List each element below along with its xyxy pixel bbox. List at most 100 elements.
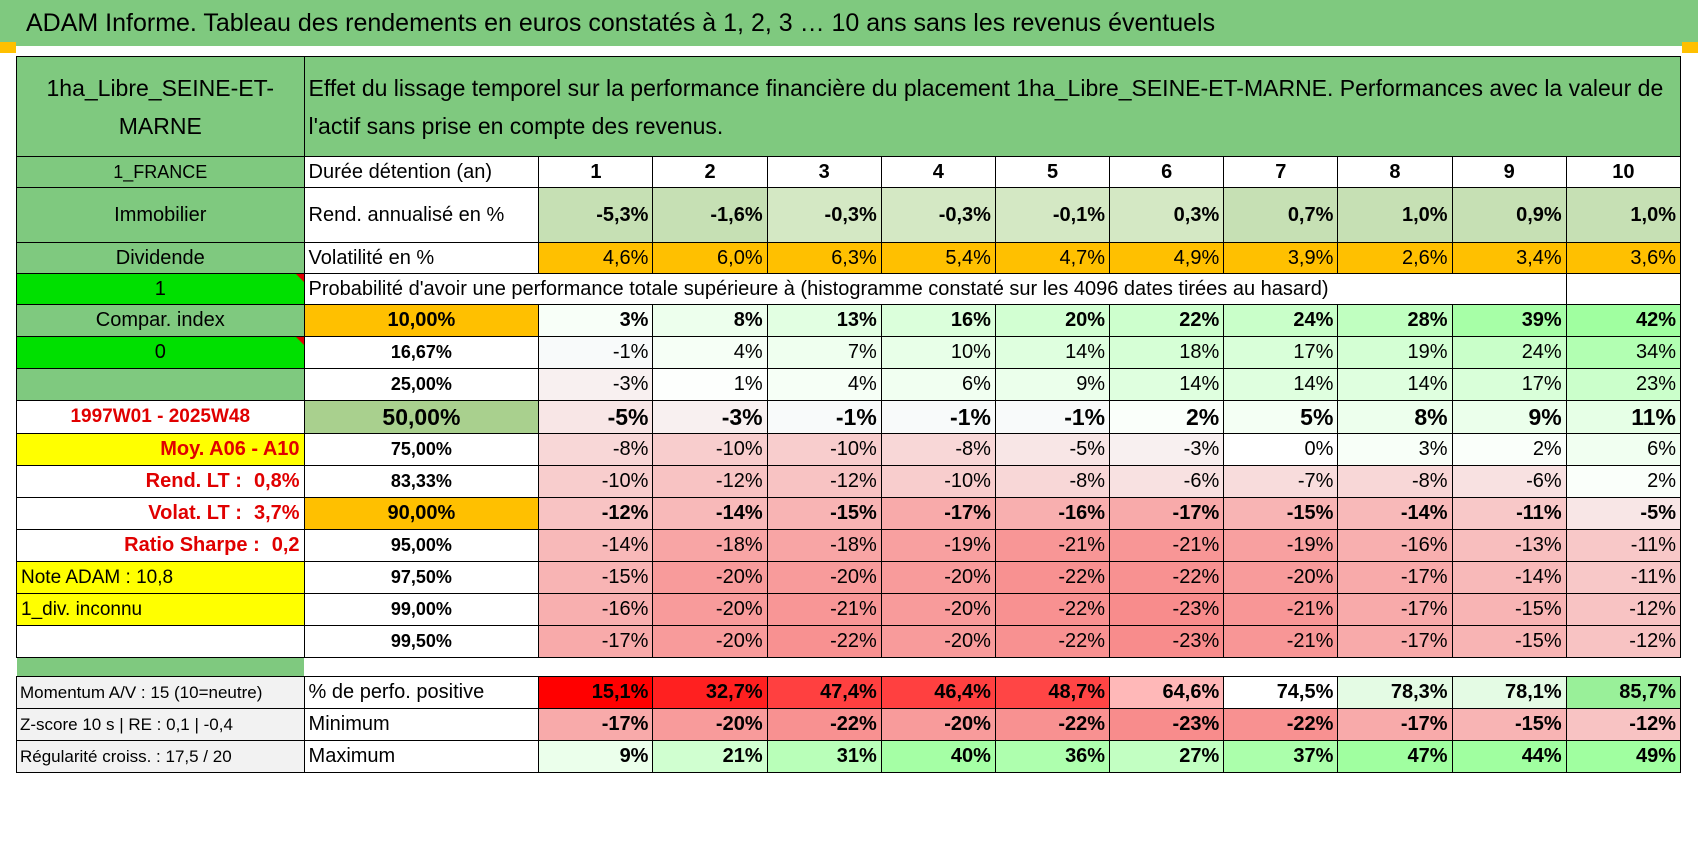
year-header: 1 [538, 156, 654, 188]
percentile-label: 99,50% [303, 625, 540, 658]
percentile-value: -17% [1337, 625, 1453, 658]
percentile-value: 1% [652, 368, 768, 401]
minimum-label: Minimum [303, 708, 540, 741]
rend-value: -0,1% [994, 187, 1111, 243]
percentile-value: -8% [880, 433, 996, 466]
percentile-value: 0% [1223, 433, 1339, 466]
percentile-value: 4% [766, 368, 882, 401]
percentile-value: -21% [1223, 593, 1339, 626]
percentile-value: -20% [652, 625, 768, 658]
percentile-value: -17% [1109, 497, 1225, 530]
percentile-value: 14% [1223, 368, 1339, 401]
vol-value: 5,4% [880, 242, 996, 274]
percentile-value: -17% [1337, 593, 1453, 626]
percentile-value: 22% [1109, 304, 1225, 337]
percentile-value: -21% [766, 593, 882, 626]
percentile-value: -12% [652, 465, 768, 498]
positive-pct-value: 46,4% [880, 676, 996, 709]
percentile-value: -14% [1451, 561, 1567, 594]
maximum-value: 27% [1109, 740, 1225, 773]
minimum-value: -23% [1109, 708, 1225, 741]
percentile-label: 25,00% [303, 368, 540, 401]
percentile-value: -16% [1337, 529, 1453, 562]
maximum-value: 9% [538, 740, 654, 773]
maximum-value: 21% [652, 740, 768, 773]
compar-index-label: Compar. index [16, 304, 305, 337]
positive-pct-label: % de perfo. positive [303, 676, 540, 709]
percentile-label: 10,00% [303, 304, 540, 337]
percentile-value: -5% [994, 433, 1111, 466]
rend-value: -1,6% [652, 187, 768, 243]
percentile-value: -5% [1565, 497, 1682, 530]
percentile-value: -10% [880, 465, 996, 498]
percentile-value: -17% [538, 625, 654, 658]
percentile-label: 75,00% [303, 433, 540, 466]
percentile-value: -10% [538, 465, 654, 498]
blank-cell [16, 625, 305, 658]
percentile-value: 8% [1337, 400, 1453, 434]
percentile-value: -11% [1451, 497, 1567, 530]
rend-value: 0,7% [1223, 187, 1339, 243]
input-cell-1[interactable]: 1 [16, 273, 305, 305]
percentile-value: -8% [538, 433, 654, 466]
corner-marker-left [0, 42, 16, 53]
percentile-value: 14% [1337, 368, 1453, 401]
percentile-value: -20% [766, 561, 882, 594]
percentile-value: -22% [994, 561, 1111, 594]
percentile-value: -15% [1451, 625, 1567, 658]
blank-cell [1565, 273, 1682, 305]
percentile-value: -17% [1337, 561, 1453, 594]
vol-value: 3,4% [1451, 242, 1567, 274]
input-cell-2[interactable]: 0 [16, 336, 305, 369]
year-header: 10 [1565, 156, 1682, 188]
minimum-value: -17% [538, 708, 654, 741]
percentile-value: -1% [766, 400, 882, 434]
year-header: 9 [1451, 156, 1567, 188]
percentile-value: 28% [1337, 304, 1453, 337]
maximum-value: 44% [1451, 740, 1567, 773]
vol-value: 6,3% [766, 242, 882, 274]
rend-value: -0,3% [880, 187, 996, 243]
percentile-value: -14% [538, 529, 654, 562]
div-label: 1_div. inconnu [16, 593, 305, 626]
vol-value: 4,9% [1109, 242, 1225, 274]
minimum-value: -17% [1337, 708, 1453, 741]
period-range: 1997W01 - 2025W48 [16, 400, 305, 434]
percentile-value: -12% [1565, 593, 1682, 626]
percentile-value: 11% [1565, 400, 1682, 434]
percentile-value: 2% [1109, 400, 1225, 434]
ratio-sharpe-label: Ratio Sharpe : [124, 534, 260, 556]
percentile-value: 9% [994, 368, 1111, 401]
percentile-value: -10% [652, 433, 768, 466]
positive-pct-side-label: Momentum A/V : 15 (10=neutre) [16, 676, 305, 709]
percentile-value: 17% [1223, 336, 1339, 369]
maximum-value: 49% [1565, 740, 1682, 773]
percentile-value: -14% [1337, 497, 1453, 530]
percentile-value: -20% [880, 625, 996, 658]
minimum-value: -20% [880, 708, 996, 741]
percentile-value: 17% [1451, 368, 1567, 401]
year-header: 3 [766, 156, 882, 188]
percentile-value: 2% [1451, 433, 1567, 466]
percentile-value: 7% [766, 336, 882, 369]
percentile-value: -1% [880, 400, 996, 434]
percentile-value: 4% [652, 336, 768, 369]
probability-heading: Probabilité d'avoir une performance tota… [303, 273, 1453, 305]
percentile-value: -21% [1109, 529, 1225, 562]
percentile-value: -20% [652, 593, 768, 626]
maximum-value: 47% [1337, 740, 1453, 773]
percentile-label: 50,00% [303, 400, 540, 434]
percentile-label: 90,00% [303, 497, 540, 530]
ratio-sharpe: Ratio Sharpe : 0,2 [16, 529, 305, 562]
minimum-value: -20% [652, 708, 768, 741]
percentile-value: 8% [652, 304, 768, 337]
percentile-value: -8% [1337, 465, 1453, 498]
maximum-value: 40% [880, 740, 996, 773]
rend-value: 1,0% [1565, 187, 1682, 243]
year-header: 5 [994, 156, 1111, 188]
percentile-value: -16% [538, 593, 654, 626]
positive-pct-value: 78,1% [1451, 676, 1567, 709]
percentile-label: 16,67% [303, 336, 540, 369]
percentile-value: 3% [1337, 433, 1453, 466]
separator-blank [304, 658, 1680, 677]
